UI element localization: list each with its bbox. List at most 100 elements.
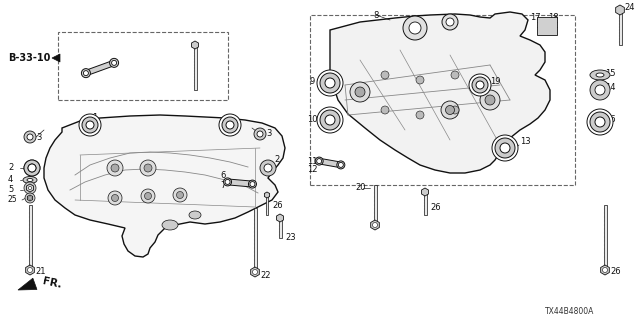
Text: 21: 21 (35, 268, 45, 276)
Circle shape (173, 188, 187, 202)
Ellipse shape (596, 73, 604, 77)
Circle shape (317, 107, 343, 133)
Circle shape (590, 112, 610, 132)
Bar (58, 32, 228, 100)
Text: 24: 24 (624, 4, 634, 12)
Text: 7: 7 (220, 180, 225, 189)
Circle shape (595, 117, 605, 127)
Bar (537, 17, 557, 35)
Circle shape (108, 191, 122, 205)
Circle shape (257, 131, 263, 137)
Circle shape (355, 87, 365, 97)
Bar (29, 205, 31, 270)
Text: B-33-10: B-33-10 (8, 53, 51, 63)
Circle shape (223, 178, 232, 186)
Circle shape (485, 95, 495, 105)
Circle shape (226, 121, 234, 129)
Circle shape (381, 106, 389, 114)
Bar (374, 185, 376, 225)
Polygon shape (264, 192, 269, 198)
Polygon shape (422, 188, 428, 196)
Polygon shape (44, 115, 285, 257)
Circle shape (111, 60, 116, 65)
Text: 2: 2 (274, 156, 279, 164)
Circle shape (107, 160, 123, 176)
Circle shape (451, 106, 459, 114)
Ellipse shape (189, 211, 201, 219)
Circle shape (24, 160, 40, 176)
Bar (193, 45, 196, 90)
Bar (618, 10, 621, 45)
Circle shape (372, 222, 378, 228)
Circle shape (28, 268, 33, 273)
Circle shape (320, 110, 340, 130)
Circle shape (595, 85, 605, 95)
Text: 9: 9 (309, 77, 314, 86)
Circle shape (260, 160, 276, 176)
Circle shape (339, 163, 343, 167)
Text: 18: 18 (548, 12, 559, 21)
Text: TX44B4800A: TX44B4800A (545, 308, 595, 316)
Text: 26: 26 (430, 204, 440, 212)
Polygon shape (191, 41, 198, 49)
Circle shape (446, 18, 454, 26)
Text: 4: 4 (8, 175, 13, 185)
Text: 14: 14 (605, 84, 616, 92)
Circle shape (587, 109, 613, 135)
Text: 13: 13 (520, 138, 531, 147)
Text: 3: 3 (266, 130, 271, 139)
Circle shape (28, 164, 36, 172)
Circle shape (177, 191, 184, 198)
Circle shape (325, 115, 335, 125)
Circle shape (111, 164, 119, 172)
Circle shape (79, 114, 101, 136)
Polygon shape (84, 60, 115, 76)
Circle shape (441, 101, 459, 119)
Circle shape (472, 77, 488, 93)
Circle shape (81, 68, 90, 78)
Text: 6: 6 (220, 172, 225, 180)
Circle shape (442, 14, 458, 30)
Circle shape (315, 157, 323, 165)
Polygon shape (601, 265, 609, 275)
Circle shape (219, 114, 241, 136)
Circle shape (476, 81, 484, 89)
Polygon shape (371, 220, 380, 230)
Text: 2: 2 (8, 164, 13, 172)
Circle shape (495, 138, 515, 158)
Text: 10: 10 (307, 116, 317, 124)
Circle shape (409, 22, 421, 34)
Circle shape (469, 74, 491, 96)
Circle shape (24, 182, 36, 194)
Polygon shape (28, 195, 33, 201)
Text: 22: 22 (260, 270, 271, 279)
Bar (278, 218, 282, 238)
Text: 1: 1 (92, 114, 97, 123)
Bar (424, 192, 426, 215)
Polygon shape (26, 184, 33, 192)
Bar (310, 15, 575, 185)
Circle shape (222, 117, 238, 133)
Circle shape (109, 58, 118, 68)
Circle shape (381, 71, 389, 79)
Circle shape (144, 164, 152, 172)
Text: 25: 25 (8, 196, 18, 204)
Ellipse shape (23, 177, 37, 183)
Circle shape (225, 180, 230, 184)
Circle shape (320, 73, 340, 93)
Circle shape (82, 117, 98, 133)
Circle shape (416, 76, 424, 84)
Circle shape (445, 106, 454, 115)
Circle shape (403, 16, 427, 40)
Circle shape (416, 111, 424, 119)
Circle shape (145, 193, 152, 199)
Polygon shape (26, 265, 35, 275)
Bar (604, 205, 607, 270)
Circle shape (602, 268, 607, 273)
Text: 16: 16 (605, 116, 616, 124)
Polygon shape (330, 12, 550, 173)
Text: 5: 5 (8, 186, 13, 195)
Polygon shape (52, 54, 60, 62)
Circle shape (253, 269, 257, 275)
Text: FR.: FR. (42, 276, 63, 290)
